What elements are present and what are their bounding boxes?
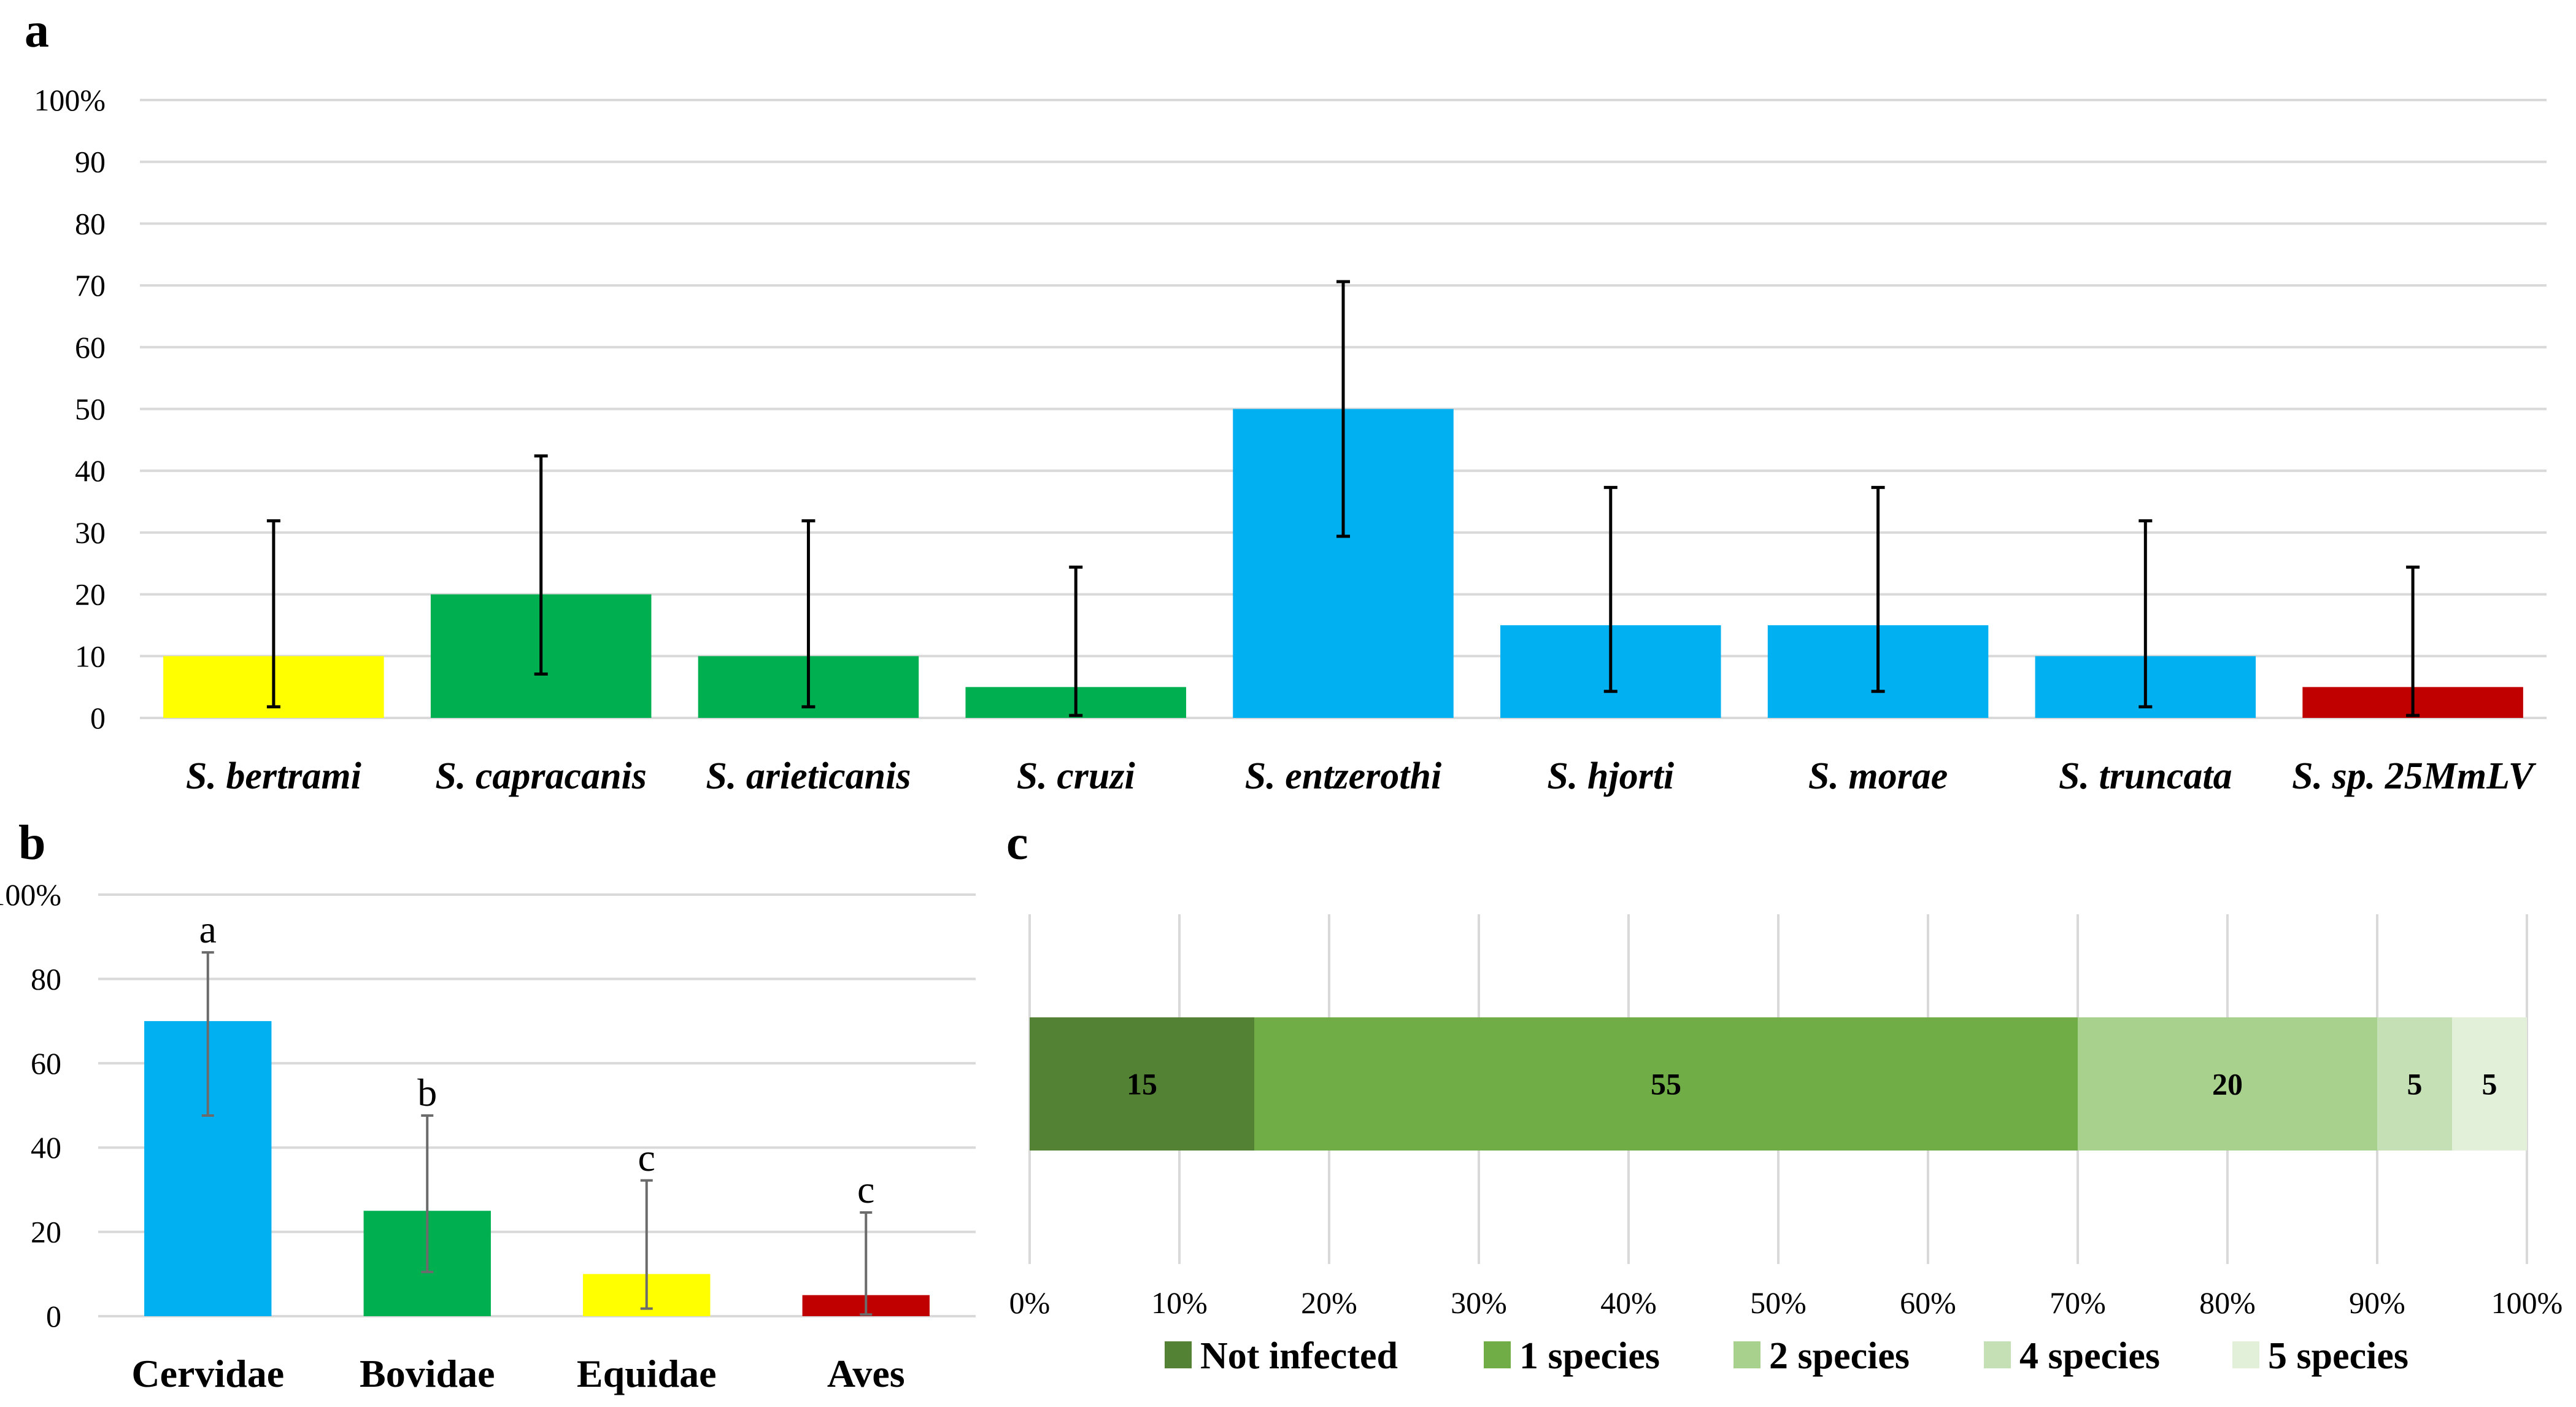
chart-c-xtick-label: 30% [1451, 1286, 1507, 1320]
chart-c-legend-label: Not infected [1200, 1335, 1398, 1377]
chart-a-ytick-label: 0 [90, 701, 106, 735]
chart-c-xtick-label: 100% [2491, 1286, 2563, 1320]
chart-a-ytick-label: 50 [75, 392, 106, 426]
chart-b-ytick-label: 80 [31, 962, 61, 996]
chart-a-category-label: S. entzerothi [1245, 755, 1441, 797]
chart-a-ytick-label: 20 [75, 577, 106, 612]
chart-b-category-label: Cervidae [131, 1352, 284, 1395]
chart-b-category-label: Aves [827, 1352, 905, 1395]
chart-c-legend-swatch [1733, 1341, 1760, 1368]
chart-a-category-label: S. capracanis [435, 755, 646, 797]
chart-a-category-label: S. cruzi [1017, 755, 1135, 797]
chart-a-ytick-label: 100% [34, 83, 106, 117]
chart-a-category-label: S. morae [1808, 755, 1948, 797]
chart-a-ytick-label: 90 [75, 145, 106, 179]
chart-c-xtick-label: 40% [1600, 1286, 1657, 1320]
chart-b-significance-letter: c [857, 1168, 874, 1211]
chart-a-ytick-label: 80 [75, 206, 106, 241]
chart-c: 0% 10% 20% 30% 40% 50% 60% 70% 80% 90% 100%15 55 20 5… [1009, 914, 2563, 1377]
chart-b-category-label: Bovidae [360, 1352, 495, 1395]
chart-a: 0 10 20 30 40 50 60 70 80 90 100% S. bertrami S. cap… [34, 83, 2547, 797]
chart-c-segment-label: 15 [1127, 1067, 1157, 1101]
chart-b-ytick-label: 40 [31, 1130, 61, 1165]
chart-a-category-label: S. sp. 25MmLV [2292, 755, 2537, 797]
chart-b-ytick-label: 0 [46, 1299, 61, 1333]
chart-a-ytick-label: 70 [75, 268, 106, 303]
chart-c-segment [1030, 1017, 1254, 1151]
chart-c-legend-swatch [1984, 1341, 2011, 1368]
chart-c-legend-swatch [1484, 1341, 1511, 1368]
chart-b-significance-letter: a [199, 908, 217, 951]
chart-c-legend-label: 1 species [1519, 1335, 1660, 1377]
chart-b-significance-letter: b [417, 1071, 437, 1114]
chart-c-xtick-label: 20% [1301, 1286, 1357, 1320]
chart-b-ytick-label: 20 [31, 1215, 61, 1249]
chart-c-xtick-label: 0% [1009, 1286, 1051, 1320]
chart-c-xtick-label: 10% [1151, 1286, 1208, 1320]
chart-c-xtick-label: 70% [2050, 1286, 2106, 1320]
chart-c-xtick-label: 60% [1900, 1286, 1956, 1320]
chart-b-ytick-label: 60 [31, 1046, 61, 1081]
chart-c-segment-label: 5 [2482, 1067, 2497, 1101]
chart-c-legend-label: 5 species [2268, 1335, 2408, 1377]
chart-c-legend-swatch [2232, 1341, 2259, 1368]
chart-a-category-label: S. arieticanis [706, 755, 911, 797]
chart-c-legend-label: 2 species [1769, 1335, 1910, 1377]
chart-a-category-label: S. truncata [2059, 755, 2232, 797]
chart-c-xtick-label: 50% [1750, 1286, 1807, 1320]
chart-c-segment-label: 20 [2212, 1067, 2243, 1101]
chart-a-ytick-label: 40 [75, 453, 106, 488]
panel-a-label: a [25, 4, 49, 58]
chart-b-ytick-label: 100% [0, 877, 61, 912]
chart-a-ytick-label: 60 [75, 330, 106, 364]
chart-a-ytick-label: 10 [75, 639, 106, 673]
panel-b-label: b [18, 816, 46, 870]
chart-c-segment-label: 55 [1651, 1067, 1681, 1101]
chart-c-segment-label: 5 [2407, 1067, 2423, 1101]
chart-b-category-label: Equidae [577, 1352, 717, 1395]
chart-c-legend-label: 4 species [2019, 1335, 2160, 1377]
chart-b-significance-letter: c [638, 1136, 655, 1179]
chart-c-xtick-label: 90% [2349, 1286, 2405, 1320]
chart-c-xtick-label: 80% [2199, 1286, 2256, 1320]
chart-c-legend-swatch [1165, 1341, 1192, 1368]
chart-c-segment [1254, 1017, 2078, 1151]
chart-b: 0 20 40 60 80 100% a Cervidae b Bovidae c Equidae c A… [0, 877, 976, 1395]
chart-a-category-label: S. hjorti [1547, 755, 1674, 797]
chart-a-category-label: S. bertrami [186, 755, 361, 797]
chart-c-segment [2452, 1017, 2527, 1151]
chart-c-segment [2377, 1017, 2452, 1151]
panel-c-label: c [1006, 816, 1028, 870]
chart-a-ytick-label: 30 [75, 515, 106, 550]
chart-c-segment [2078, 1017, 2377, 1151]
